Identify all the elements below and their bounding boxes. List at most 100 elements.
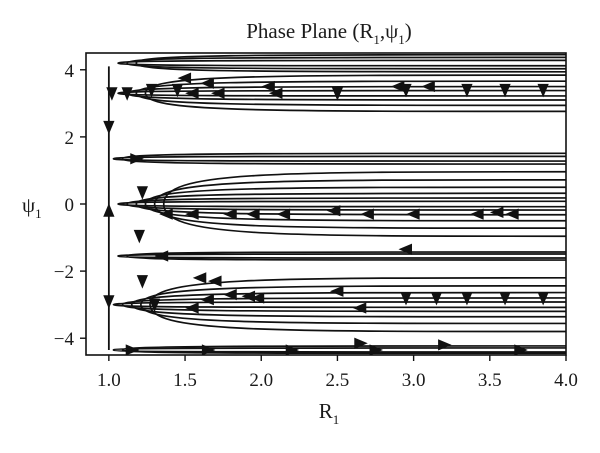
y-tick-label: 0 xyxy=(65,195,75,216)
x-tick-label: 3.5 xyxy=(478,370,502,391)
flow-arrow-4 xyxy=(121,87,133,101)
x-tick-label: 1.5 xyxy=(173,370,197,391)
flow-arrow-58 xyxy=(514,344,528,356)
x-axis-label-subscript: 1 xyxy=(333,412,340,427)
x-axis-label: R1 xyxy=(319,399,340,427)
flow-arrow-34 xyxy=(154,250,169,262)
flow-arrow-26 xyxy=(276,208,291,220)
streamline-20 xyxy=(140,285,567,325)
flow-arrow-46 xyxy=(352,302,367,314)
flow-arrow-8 xyxy=(185,87,199,99)
flow-arrow-37 xyxy=(148,298,161,313)
streamline-7 xyxy=(112,155,567,162)
x-tick-label: 2.5 xyxy=(326,370,350,391)
streamline-11 xyxy=(135,192,567,216)
flow-arrow-45 xyxy=(329,285,344,297)
x-tick-label: 1.0 xyxy=(97,370,121,391)
flow-arrow-57 xyxy=(438,339,452,351)
flow-arrow-41 xyxy=(223,288,237,301)
flow-arrow-29 xyxy=(406,208,420,220)
flow-arrow-15 xyxy=(400,83,412,98)
flow-arrow-2 xyxy=(103,295,115,309)
flow-arrow-47 xyxy=(400,291,412,306)
flow-arrow-6 xyxy=(171,83,184,98)
flow-arrow-43 xyxy=(250,292,265,304)
title-subscript-2: 1 xyxy=(398,32,405,47)
flow-arrow-9 xyxy=(200,77,214,89)
streamline-13 xyxy=(153,178,567,230)
title-comma-psi: ,ψ xyxy=(380,19,398,43)
y-tick-label: 4 xyxy=(65,61,75,82)
flow-arrow-48 xyxy=(430,291,443,306)
flow-arrow-11 xyxy=(261,80,275,93)
flow-arrow-1 xyxy=(103,203,115,217)
flow-arrow-24 xyxy=(223,208,237,220)
title-end: ) xyxy=(405,19,412,43)
flow-arrow-23 xyxy=(185,208,199,220)
flow-arrow-20 xyxy=(130,153,144,165)
flow-arrow-16 xyxy=(421,80,435,93)
flow-arrow-27 xyxy=(326,205,341,217)
streamline-2 xyxy=(135,53,567,73)
flow-arrow-14 xyxy=(390,80,405,93)
streamline-18 xyxy=(121,297,567,313)
streamline-19 xyxy=(130,291,567,318)
y-tick-label: 2 xyxy=(65,128,75,149)
flow-arrow-38 xyxy=(192,272,207,284)
flow-arrows xyxy=(103,72,549,356)
flow-arrow-18 xyxy=(499,83,511,98)
flow-arrow-12 xyxy=(268,87,283,99)
flow-arrow-0 xyxy=(103,120,115,135)
flow-arrow-19 xyxy=(537,83,549,98)
y-axis-label: ψ1 xyxy=(22,193,42,221)
y-axis-ticks: 4 2 0 −2 −4 xyxy=(54,61,86,350)
x-tick-label: 3.0 xyxy=(402,370,426,391)
streamline-1 xyxy=(126,56,567,70)
y-axis-label-subscript: 1 xyxy=(35,206,42,221)
flow-arrow-36 xyxy=(136,275,149,289)
streamline-14 xyxy=(162,170,567,238)
streamlines xyxy=(112,53,567,355)
flow-arrow-52 xyxy=(125,344,140,356)
flow-arrow-50 xyxy=(499,291,511,306)
flow-arrow-13 xyxy=(331,87,344,101)
flow-arrow-10 xyxy=(211,87,225,99)
streamline-9 xyxy=(117,200,567,208)
flow-arrow-39 xyxy=(208,275,222,287)
flow-arrow-40 xyxy=(200,294,214,306)
flow-arrow-30 xyxy=(470,208,484,220)
flow-arrow-33 xyxy=(133,229,145,244)
streamline-12 xyxy=(144,186,567,222)
y-tick-label: −4 xyxy=(54,329,75,350)
flow-arrow-53 xyxy=(201,344,216,356)
streamline-6 xyxy=(144,74,567,113)
flow-arrow-54 xyxy=(285,344,300,356)
chart-title: Phase Plane (R1,ψ1) xyxy=(246,19,412,47)
x-axis-ticks: 1.0 1.5 2.0 2.5 3.0 3.5 4.0 xyxy=(97,355,578,391)
flow-arrow-56 xyxy=(369,344,384,356)
flow-arrow-49 xyxy=(461,291,473,306)
x-axis-label-main: R xyxy=(319,399,333,423)
flow-arrow-5 xyxy=(145,83,158,98)
y-tick-label: −2 xyxy=(54,262,74,283)
title-subscript-1: 1 xyxy=(373,32,380,47)
flow-arrow-51 xyxy=(537,291,549,306)
streamline-8 xyxy=(121,152,567,165)
flow-arrow-17 xyxy=(461,83,473,98)
streamline-10 xyxy=(126,197,567,211)
flow-arrow-22 xyxy=(159,208,173,220)
streamline-17 xyxy=(112,301,567,309)
flow-arrow-25 xyxy=(246,208,260,220)
streamline-0 xyxy=(117,59,567,67)
flow-arrow-31 xyxy=(489,206,504,219)
streamline-21 xyxy=(149,276,567,333)
streamline-15 xyxy=(117,253,567,259)
streamline-16 xyxy=(126,251,567,261)
streamline-22 xyxy=(112,347,567,353)
flow-arrow-28 xyxy=(360,208,374,220)
streamline-23 xyxy=(121,345,567,355)
flow-arrow-21 xyxy=(136,186,149,200)
flow-arrow-35 xyxy=(398,243,412,255)
flow-arrow-55 xyxy=(354,337,368,349)
